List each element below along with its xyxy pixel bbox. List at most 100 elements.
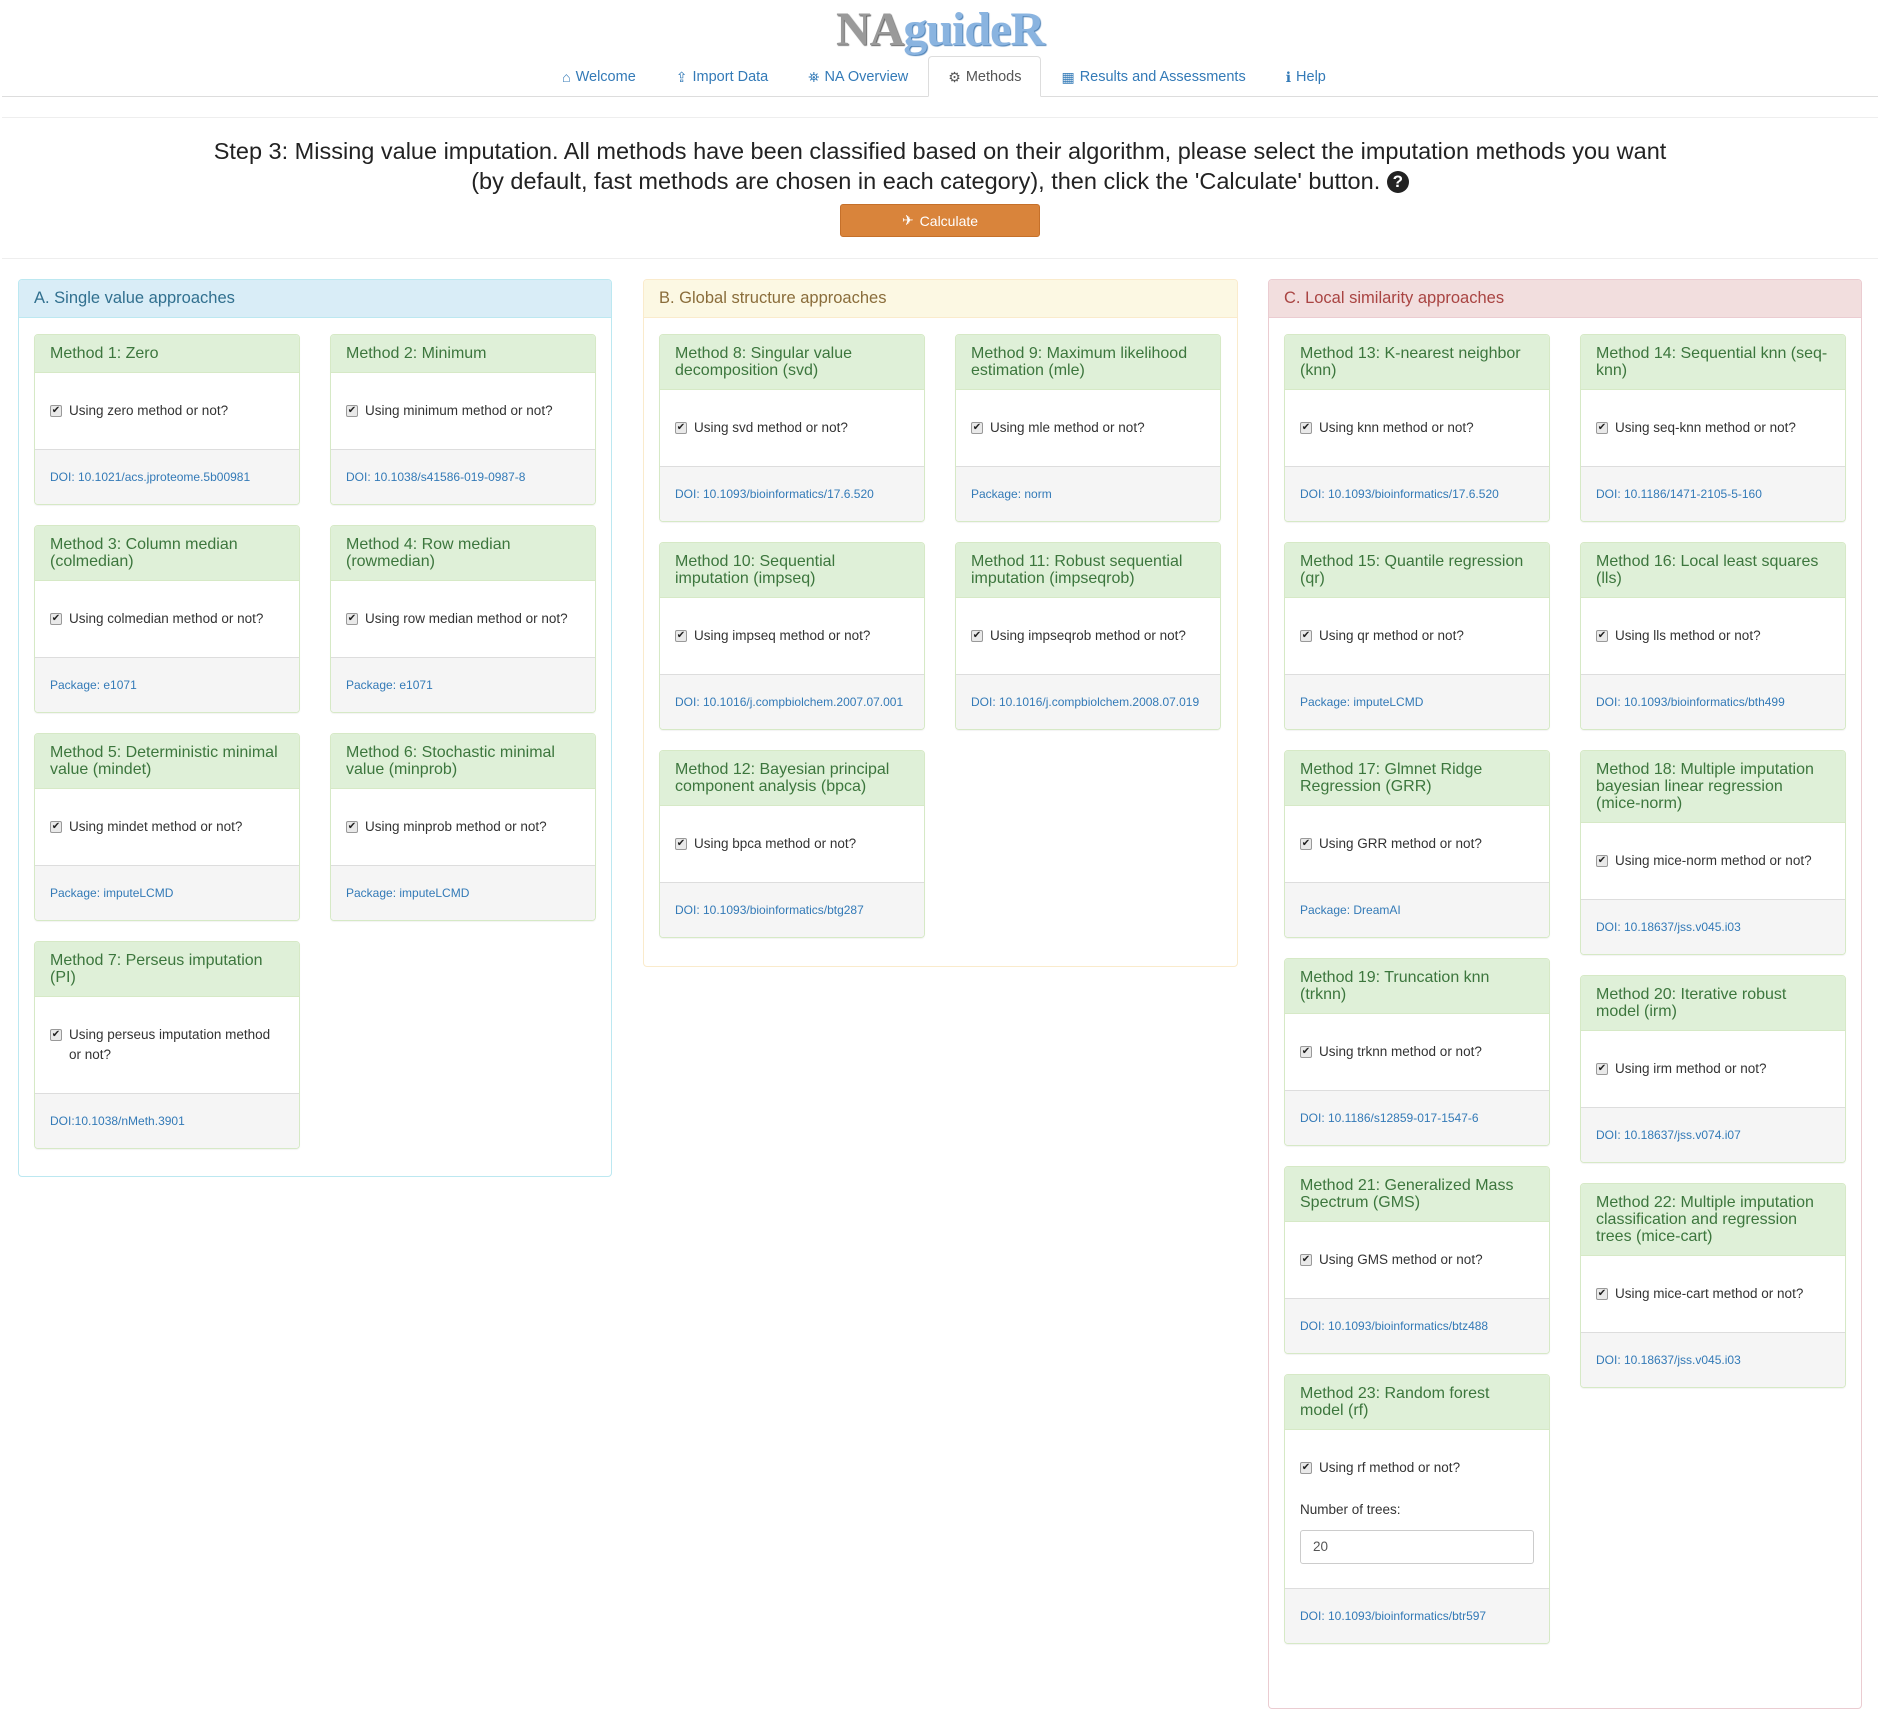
method-reference[interactable]: DOI: 10.1186/s12859-017-1547-6: [1285, 1090, 1549, 1145]
paper-plane-icon: ✈: [901, 212, 914, 228]
method-reference[interactable]: Package: imputeLCMD: [1285, 674, 1549, 729]
method-checkbox[interactable]: ✔ Using trknn method or not?: [1300, 1044, 1482, 1059]
method-reference[interactable]: DOI: 10.1093/bioinformatics/17.6.520: [1285, 466, 1549, 521]
checkbox-checked-icon[interactable]: ✔: [50, 613, 62, 625]
method-reference[interactable]: DOI: 10.1016/j.compbiolchem.2007.07.001: [660, 674, 924, 729]
method-reference[interactable]: DOI: 10.18637/jss.v045.i03: [1581, 899, 1845, 954]
method-reference[interactable]: DOI: 10.1093/bioinformatics/btg287: [660, 882, 924, 937]
method-checkbox[interactable]: ✔ Using lls method or not?: [1596, 628, 1761, 643]
method-card: Method 17: Glmnet Ridge Regression (GRR)…: [1284, 750, 1550, 938]
method-checkbox[interactable]: ✔ Using GRR method or not?: [1300, 836, 1482, 851]
method-reference[interactable]: DOI: 10.18637/jss.v045.i03: [1581, 1332, 1845, 1387]
card-column: Method 13: K-nearest neighbor (knn) ✔ Usi…: [1284, 334, 1550, 1644]
method-reference[interactable]: DOI:10.1038/nMeth.3901: [35, 1093, 299, 1148]
method-checkbox[interactable]: ✔ Using perseus imputation method or not?: [50, 1027, 271, 1062]
method-checkbox[interactable]: ✔ Using qr method or not?: [1300, 628, 1464, 643]
method-title: Method 18: Multiple imputation bayesian …: [1581, 751, 1845, 823]
checkbox-checked-icon[interactable]: ✔: [675, 630, 687, 642]
checkbox-checked-icon[interactable]: ✔: [1596, 855, 1608, 867]
method-title: Method 9: Maximum likelihood estimation …: [956, 335, 1220, 390]
method-card: Method 19: Truncation knn (trknn) ✔ Using…: [1284, 958, 1550, 1146]
method-checkbox[interactable]: ✔ Using colmedian method or not?: [50, 611, 264, 626]
checkbox-checked-icon[interactable]: ✔: [1300, 422, 1312, 434]
tab-help[interactable]: ℹ Help: [1266, 56, 1346, 97]
method-reference[interactable]: Package: imputeLCMD: [35, 865, 299, 920]
method-title: Method 15: Quantile regression (qr): [1285, 543, 1549, 598]
card-column: Method 2: Minimum ✔ Using minimum method …: [330, 334, 596, 1149]
method-reference[interactable]: Package: e1071: [35, 657, 299, 712]
method-card: Method 4: Row median (rowmedian) ✔ Using …: [330, 525, 596, 713]
checkbox-checked-icon[interactable]: ✔: [1596, 422, 1608, 434]
method-checkbox[interactable]: ✔ Using impseq method or not?: [675, 628, 871, 643]
method-reference[interactable]: DOI: 10.1021/acs.jproteome.5b00981: [35, 449, 299, 504]
method-reference[interactable]: DOI: 10.1093/bioinformatics/btr597: [1285, 1588, 1549, 1643]
checkbox-checked-icon[interactable]: ✔: [1300, 1046, 1312, 1058]
method-checkbox[interactable]: ✔ Using mice-norm method or not?: [1596, 853, 1812, 868]
method-checkbox[interactable]: ✔ Using bpca method or not?: [675, 836, 857, 851]
method-reference[interactable]: DOI: 10.1093/bioinformatics/btz488: [1285, 1298, 1549, 1353]
method-reference[interactable]: Package: imputeLCMD: [331, 865, 595, 920]
method-checkbox[interactable]: ✔ Using minimum method or not?: [346, 403, 553, 418]
checkbox-checked-icon[interactable]: ✔: [1300, 630, 1312, 642]
method-title: Method 20: Iterative robust model (irm): [1581, 976, 1845, 1031]
method-reference[interactable]: DOI: 10.1093/bioinformatics/bth499: [1581, 674, 1845, 729]
checkbox-checked-icon[interactable]: ✔: [50, 1029, 62, 1041]
question-circle-icon[interactable]: ?: [1386, 171, 1409, 193]
method-checkbox[interactable]: ✔ Using mle method or not?: [971, 420, 1145, 435]
method-checkbox[interactable]: ✔ Using impseqrob method or not?: [971, 628, 1186, 643]
checkbox-checked-icon[interactable]: ✔: [675, 422, 687, 434]
method-checkbox[interactable]: ✔ Using rf method or not?: [1300, 1460, 1461, 1475]
checkbox-checked-icon[interactable]: ✔: [50, 405, 62, 417]
checkbox-checked-icon[interactable]: ✔: [346, 821, 358, 833]
method-checkbox[interactable]: ✔ Using svd method or not?: [675, 420, 848, 435]
tab-na-overview[interactable]: ⛯ NA Overview: [788, 56, 928, 97]
checkbox-checked-icon[interactable]: ✔: [346, 613, 358, 625]
checkbox-checked-icon[interactable]: ✔: [971, 422, 983, 434]
checkbox-checked-icon[interactable]: ✔: [1300, 838, 1312, 850]
method-checkbox[interactable]: ✔ Using seq-knn method or not?: [1596, 420, 1796, 435]
calculate-button[interactable]: ✈ Calculate: [840, 204, 1040, 237]
panel-title: C. Local similarity approaches: [1269, 280, 1861, 318]
method-card: Method 16: Local least squares (lls) ✔ Us…: [1580, 542, 1846, 730]
method-reference[interactable]: Package: e1071: [331, 657, 595, 712]
method-reference[interactable]: DOI: 10.1038/s41586-019-0987-8: [331, 449, 595, 504]
method-checkbox[interactable]: ✔ Using row median method or not?: [346, 611, 568, 626]
checkbox-checked-icon[interactable]: ✔: [1300, 1254, 1312, 1266]
divider: [2, 117, 1878, 118]
method-title: Method 6: Stochastic minimal value (minp…: [331, 734, 595, 789]
checkbox-checked-icon[interactable]: ✔: [1596, 1063, 1608, 1075]
method-reference[interactable]: DOI: 10.1016/j.compbiolchem.2008.07.019: [956, 674, 1220, 729]
card-column: Method 1: Zero ✔ Using zero method or not…: [34, 334, 300, 1149]
method-card: Method 7: Perseus imputation (PI) ✔ Using…: [34, 941, 300, 1149]
tab-import-data[interactable]: ⇪ Import Data: [656, 56, 788, 97]
tab-methods[interactable]: ⚙ Methods: [928, 56, 1042, 97]
checkbox-checked-icon[interactable]: ✔: [1596, 630, 1608, 642]
checkbox-checked-icon[interactable]: ✔: [346, 405, 358, 417]
num-trees-label: Number of trees:: [1300, 1502, 1401, 1517]
method-checkbox[interactable]: ✔ Using irm method or not?: [1596, 1061, 1767, 1076]
method-checkbox[interactable]: ✔ Using GMS method or not?: [1300, 1252, 1483, 1267]
method-reference[interactable]: Package: DreamAI: [1285, 882, 1549, 937]
checkbox-checked-icon[interactable]: ✔: [1300, 1462, 1312, 1474]
method-reference[interactable]: Package: norm: [956, 466, 1220, 521]
method-checkbox[interactable]: ✔ Using knn method or not?: [1300, 420, 1474, 435]
checkbox-checked-icon[interactable]: ✔: [971, 630, 983, 642]
tab-welcome[interactable]: ⌂ Welcome: [542, 56, 656, 97]
method-checkbox[interactable]: ✔ Using mice-cart method or not?: [1596, 1286, 1804, 1301]
method-card: Method 8: Singular value decomposition (…: [659, 334, 925, 522]
checkbox-checked-icon[interactable]: ✔: [1596, 1288, 1608, 1300]
checkbox-checked-icon[interactable]: ✔: [50, 821, 62, 833]
step-instructions: Step 3: Missing value imputation. All me…: [213, 138, 1667, 194]
tab-results-and-assessments[interactable]: ▦ Results and Assessments: [1041, 56, 1265, 97]
method-checkbox[interactable]: ✔ Using minprob method or not?: [346, 819, 547, 834]
method-card: Method 12: Bayesian principal component …: [659, 750, 925, 938]
checkbox-checked-icon[interactable]: ✔: [675, 838, 687, 850]
method-checkbox[interactable]: ✔ Using zero method or not?: [50, 403, 229, 418]
method-reference[interactable]: DOI: 10.18637/jss.v074.i07: [1581, 1107, 1845, 1162]
card-column: Method 14: Sequential knn (seq-knn) ✔ Usi…: [1580, 334, 1846, 1644]
method-checkbox[interactable]: ✔ Using mindet method or not?: [50, 819, 243, 834]
num-trees-input[interactable]: 20: [1300, 1530, 1534, 1564]
method-reference[interactable]: DOI: 10.1186/1471-2105-5-160: [1581, 466, 1845, 521]
method-reference[interactable]: DOI: 10.1093/bioinformatics/17.6.520: [660, 466, 924, 521]
divider: [2, 258, 1878, 259]
